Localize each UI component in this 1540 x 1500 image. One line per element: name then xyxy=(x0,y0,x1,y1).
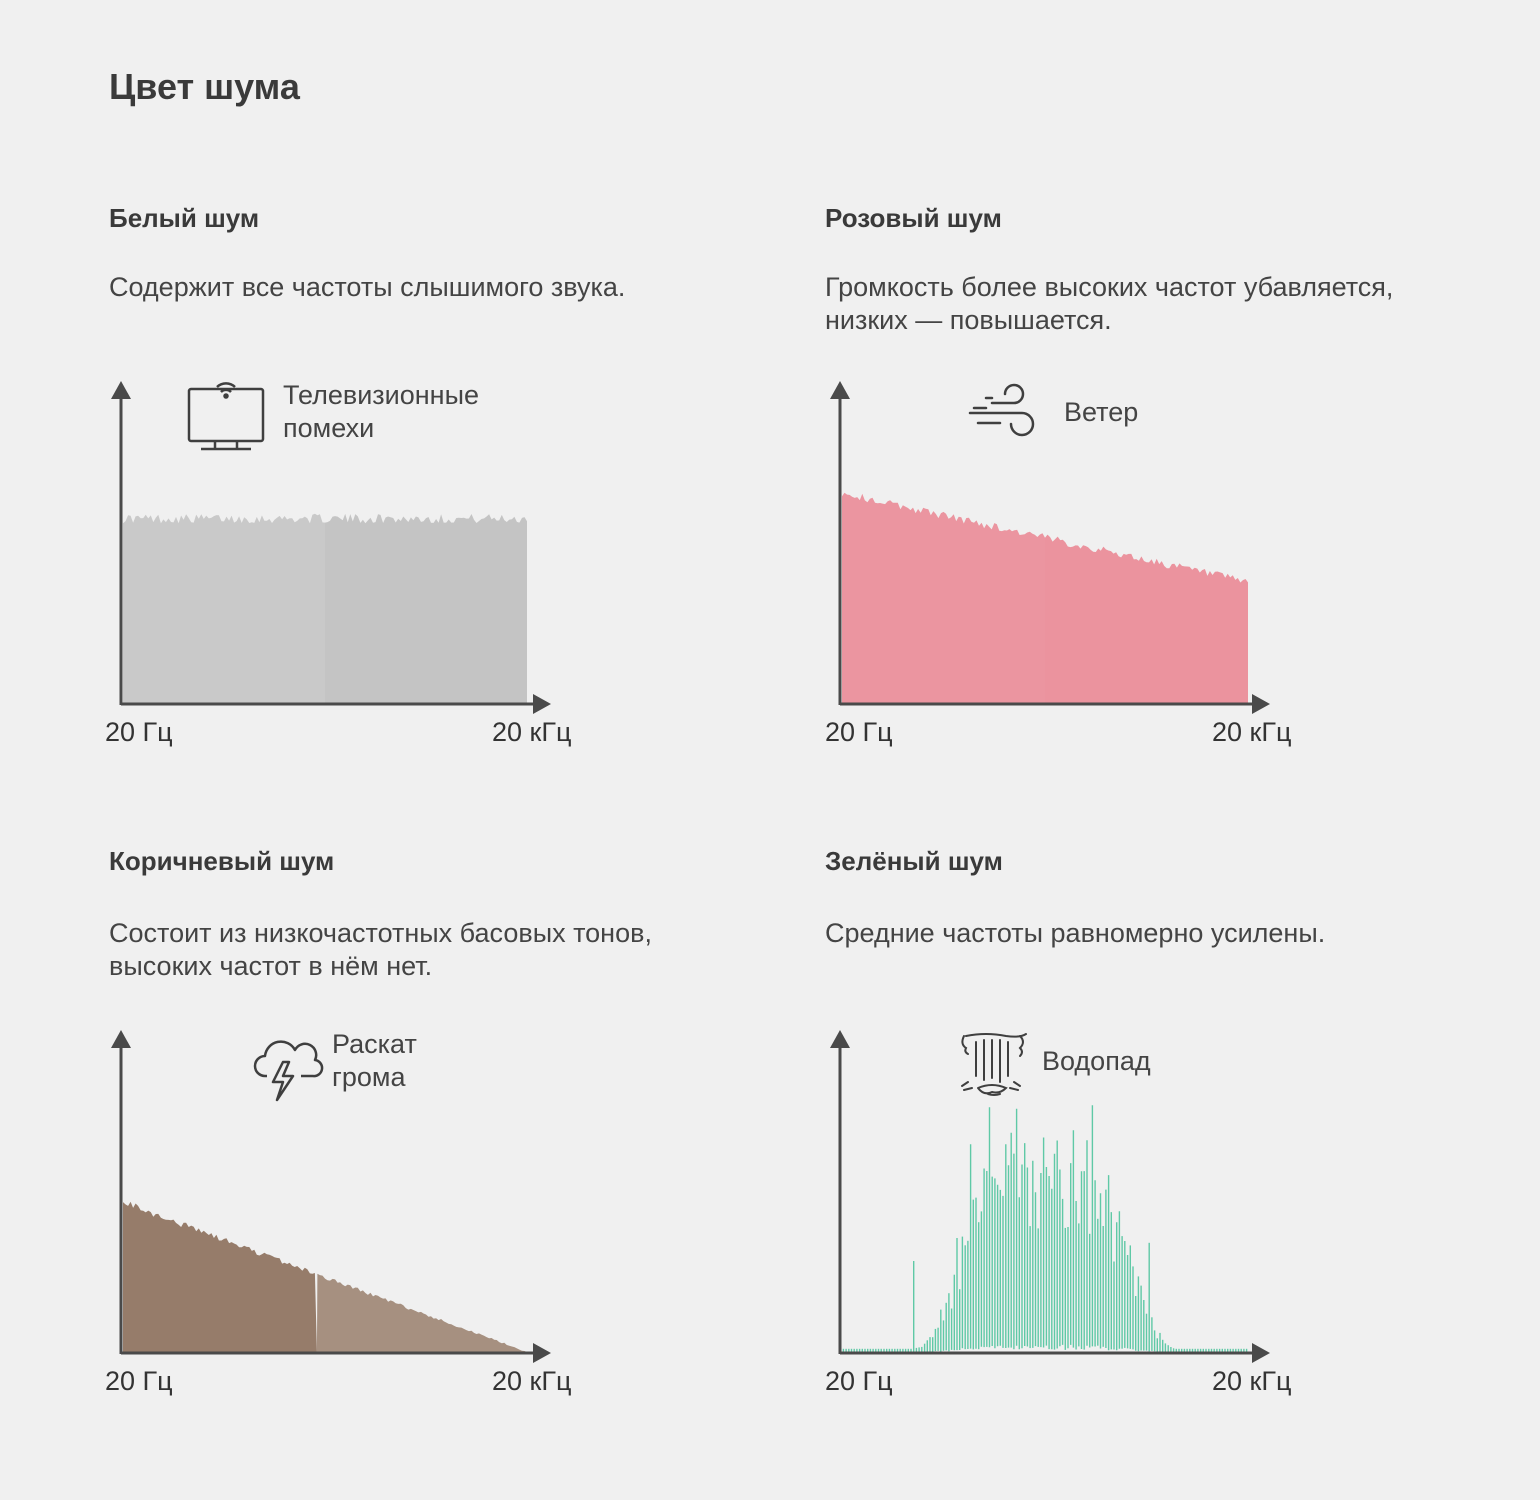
spectrum-area-right xyxy=(316,1273,527,1352)
x-axis-max-label: 20 кГц xyxy=(1212,1366,1292,1396)
spectrum-area-right xyxy=(1045,534,1248,703)
pink-noise-chart: Ветер 20 Гц 20 кГц xyxy=(825,379,1470,789)
white-noise-chart: Телевизионные помехи 20 Гц 20 кГц xyxy=(99,379,739,789)
spectrum xyxy=(123,1201,527,1352)
page-title: Цвет шума xyxy=(109,66,300,107)
spectrum-area-left xyxy=(123,1201,317,1352)
chart-svg xyxy=(830,381,1270,714)
panel-description: Содержит все частоты слышимого звука. xyxy=(109,272,626,302)
green-noise-panel: Зелёный шум Средние частоты равномерно у… xyxy=(825,846,1465,1446)
example-label: Ветер xyxy=(1064,396,1138,429)
description-line: низких — повышается. xyxy=(825,305,1112,335)
example-label: Раскат грома xyxy=(332,1028,417,1094)
brown-noise-panel: Коричневый шум Состоит из низкочастотных… xyxy=(105,846,749,1446)
pink-noise-panel: Розовый шум Громкость более высоких част… xyxy=(825,203,1465,803)
panel-title: Коричневый шум xyxy=(109,846,335,876)
example-line: Водопад xyxy=(1042,1046,1151,1076)
x-axis-max-label: 20 кГц xyxy=(492,717,572,747)
spectrum xyxy=(123,513,527,703)
example-line: грома xyxy=(332,1062,406,1092)
description-line: Громкость более высоких частот убавляетс… xyxy=(825,272,1394,302)
spectrum-area-left xyxy=(123,513,325,703)
spectrum xyxy=(842,1105,1248,1352)
example-line: помехи xyxy=(283,413,375,443)
panel-description: Состоит из низкочастотных басовых тонов,… xyxy=(109,917,749,983)
chart-svg xyxy=(111,1030,551,1363)
panel-description: Громкость более высоких частот убавляетс… xyxy=(825,271,1465,337)
example-label: Водопад xyxy=(1042,1045,1151,1078)
brown-noise-chart: Раскат грома 20 Гц 20 кГц xyxy=(99,1028,739,1438)
wind-icon xyxy=(968,383,1035,437)
axes xyxy=(830,381,1270,714)
x-axis-max-label: 20 кГц xyxy=(492,1366,572,1396)
x-axis-min-label: 20 Гц xyxy=(105,1366,173,1396)
x-axis-min-label: 20 Гц xyxy=(825,1366,893,1396)
green-noise-chart: Водопад 20 Гц 20 кГц xyxy=(825,1028,1470,1438)
example-label: Телевизионные помехи xyxy=(283,379,479,445)
chart-svg xyxy=(111,381,551,714)
axes xyxy=(830,1030,1270,1363)
spectrum-area-left xyxy=(842,492,1045,703)
waterfall-icon xyxy=(961,1033,1027,1096)
panel-title: Зелёный шум xyxy=(825,846,1003,876)
panel-description: Средние частоты равномерно усилены. xyxy=(825,918,1326,948)
axes xyxy=(111,1030,551,1363)
white-noise-panel: Белый шум Содержит все частоты слышимого… xyxy=(105,203,749,803)
example-line: Ветер xyxy=(1064,397,1139,427)
description-line: высоких частот в нём нет. xyxy=(109,951,433,981)
panel-title: Розовый шум xyxy=(825,203,1002,233)
description-line: Состоит из низкочастотных басовых тонов, xyxy=(109,918,652,948)
spectrum xyxy=(842,492,1248,703)
panel-title: Белый шум xyxy=(109,203,260,233)
x-axis-min-label: 20 Гц xyxy=(105,717,173,747)
x-axis-min-label: 20 Гц xyxy=(825,717,893,747)
thunderstorm-icon xyxy=(253,1040,324,1102)
x-axis-max-label: 20 кГц xyxy=(1212,717,1292,747)
example-line: Телевизионные xyxy=(283,380,480,410)
tv-icon xyxy=(187,382,265,451)
chart-svg xyxy=(830,1030,1270,1363)
example-line: Раскат xyxy=(332,1029,417,1059)
spectrum-area-right xyxy=(325,513,527,703)
axes xyxy=(111,381,551,714)
